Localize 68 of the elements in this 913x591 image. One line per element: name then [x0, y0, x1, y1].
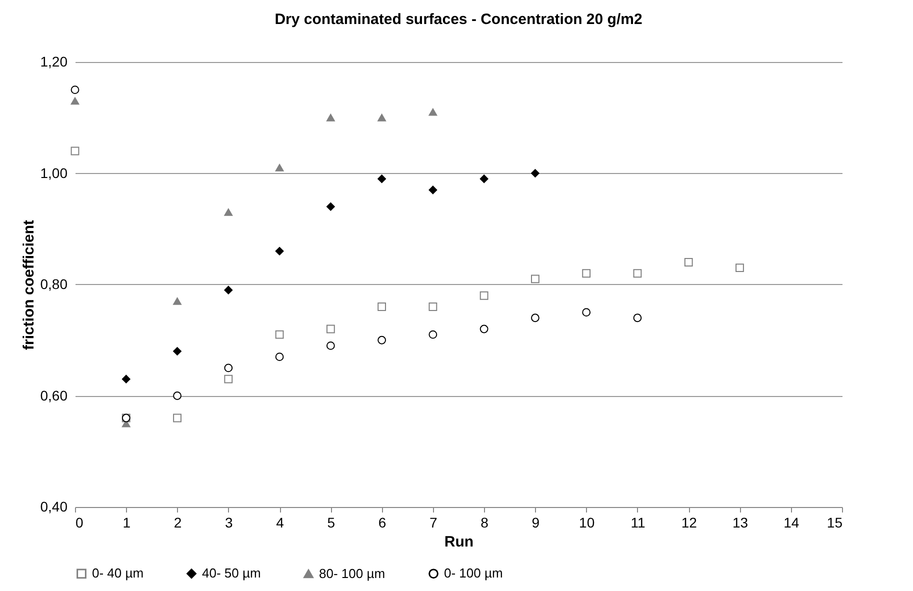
point	[736, 264, 744, 272]
point	[428, 186, 438, 194]
x-axis-title: Run	[444, 534, 474, 550]
y-tick-label: 1,00	[40, 164, 68, 181]
point	[224, 364, 233, 372]
point	[530, 274, 540, 284]
point	[378, 336, 386, 344]
legend-label: 80- 100 µm	[319, 566, 386, 581]
point	[582, 269, 591, 278]
x-tick-label: 15	[826, 514, 843, 530]
point	[480, 291, 488, 300]
point	[530, 314, 540, 322]
point	[173, 414, 182, 422]
x-tick-label: 12	[681, 514, 698, 530]
point	[224, 374, 233, 384]
x-tick-label: 2	[174, 514, 182, 530]
point	[275, 352, 284, 362]
point	[428, 302, 438, 311]
x-tick-label: 4	[276, 514, 284, 530]
point	[173, 297, 182, 305]
legend-label: 0- 100 µm	[444, 566, 503, 581]
point	[224, 208, 233, 216]
x-tick-label: 7	[430, 514, 438, 530]
point	[480, 324, 488, 334]
x-tick-label: 9	[532, 514, 540, 530]
legend-label: 40- 50 µm	[202, 566, 261, 581]
x-tick-label: 14	[784, 514, 800, 530]
y-axis-title: friction coefficient	[20, 220, 38, 350]
x-tick-label: 0	[76, 514, 84, 530]
point	[275, 246, 284, 256]
x-tick-label: 5	[327, 514, 336, 530]
point	[684, 258, 693, 266]
x-tick-label: 8	[480, 514, 489, 530]
point	[70, 86, 80, 94]
point	[428, 108, 438, 116]
x-tick-label: 13	[732, 514, 748, 530]
y-tick-label: 0,40	[40, 498, 68, 514]
point	[326, 202, 335, 211]
point	[633, 269, 642, 278]
x-tick-label: 10	[579, 514, 595, 530]
point	[326, 341, 335, 350]
x-tick-label: 11	[630, 514, 646, 530]
point	[428, 330, 438, 339]
point	[326, 114, 335, 122]
point	[530, 169, 540, 178]
point	[275, 330, 284, 339]
point	[70, 97, 80, 105]
point	[480, 174, 488, 184]
point	[378, 174, 386, 184]
point	[378, 302, 386, 311]
x-tick-label: 6	[378, 514, 386, 530]
point	[122, 374, 130, 384]
point	[633, 314, 642, 322]
point	[224, 286, 233, 294]
point	[70, 146, 80, 156]
point	[173, 347, 182, 356]
y-tick-label: 0,60	[40, 387, 68, 404]
x-tick-label: 3	[225, 514, 233, 530]
point	[582, 308, 591, 317]
legend-label: 0- 40 µm	[92, 566, 144, 581]
y-tick-label: 1,20	[40, 54, 68, 70]
point	[326, 324, 335, 334]
point	[275, 164, 284, 172]
x-tick-label: 1	[122, 514, 131, 530]
point	[378, 114, 386, 122]
y-tick-label: 0,80	[40, 276, 68, 292]
chart-title: Dry contaminated surfaces - Concentration 20 g/m2	[274, 11, 642, 28]
point	[173, 392, 182, 400]
